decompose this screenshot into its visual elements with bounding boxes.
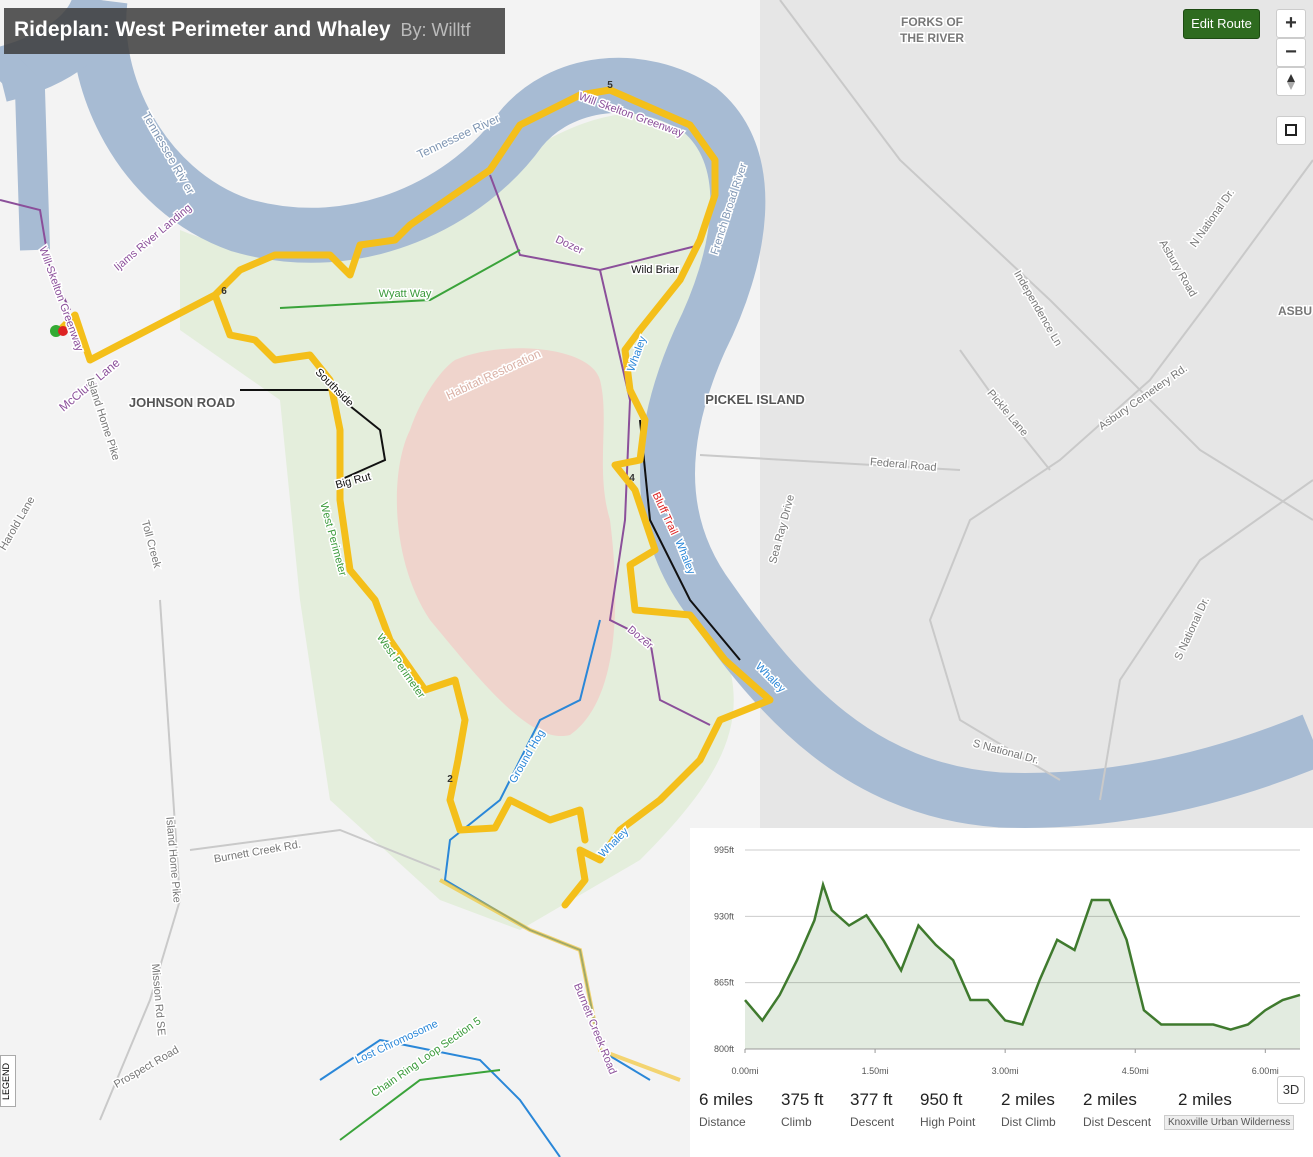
legend-button[interactable]: LEGEND bbox=[0, 1055, 16, 1107]
stats: 6 miles Distance 375 ft Climb 377 ft Descent 9… bbox=[690, 1090, 1313, 1157]
stat: 6 miles Distance bbox=[699, 1090, 753, 1129]
end-marker bbox=[58, 326, 68, 336]
elevation-chart: 800ft 865ft 930ft 995ft 0.00mi 1.50mi 3.00mi 4.… bbox=[714, 845, 1301, 1076]
map-label: Wyatt Way bbox=[379, 288, 432, 300]
y-tick-label: 800ft bbox=[714, 1044, 735, 1054]
x-tick-label: 0.00mi bbox=[731, 1066, 758, 1076]
stat: 2 miles Dist Climb bbox=[1001, 1090, 1056, 1129]
3d-button[interactable]: 3D bbox=[1277, 1076, 1305, 1104]
stat: 375 ft Climb bbox=[781, 1090, 824, 1129]
route-marker: 6 bbox=[221, 286, 227, 297]
stat-label: Distance bbox=[699, 1115, 746, 1129]
stat-label: Knoxville Urban Wilderness bbox=[1164, 1115, 1295, 1130]
header: Rideplan: West Perimeter and Whaley By: W… bbox=[4, 8, 505, 54]
fullscreen-button[interactable] bbox=[1276, 116, 1306, 145]
compass-icon bbox=[1287, 74, 1295, 90]
x-tick-label: 3.00mi bbox=[992, 1066, 1019, 1076]
x-tick-label: 4.50mi bbox=[1122, 1066, 1149, 1076]
restoration-area bbox=[396, 348, 616, 737]
y-tick-label: 995ft bbox=[714, 845, 735, 855]
stat-label: High Point bbox=[920, 1115, 976, 1129]
reset-north-button[interactable] bbox=[1276, 67, 1306, 96]
stat-value: 6 miles bbox=[699, 1090, 753, 1109]
y-tick-label: 865ft bbox=[714, 978, 735, 988]
stat-value: 377 ft bbox=[850, 1090, 893, 1109]
stat-label: Dist Descent bbox=[1083, 1115, 1152, 1129]
map-label: FORKS OF bbox=[901, 15, 963, 29]
map-label: THE RIVER bbox=[900, 31, 964, 45]
x-tick-label: 6.00mi bbox=[1252, 1066, 1279, 1076]
title: Rideplan: West Perimeter and Whaley bbox=[14, 18, 391, 41]
stat-value: 2 miles bbox=[1178, 1090, 1232, 1109]
stat: 2 miles Dist Descent bbox=[1083, 1090, 1151, 1129]
river bbox=[71, 0, 1313, 828]
stat: 2 miles Knoxville Urban Wilderness bbox=[1164, 1090, 1295, 1130]
route-marker: 4 bbox=[629, 473, 635, 484]
stat: 377 ft Descent bbox=[850, 1090, 894, 1129]
edit-route-button[interactable]: Edit Route bbox=[1183, 9, 1260, 39]
route-marker: 5 bbox=[607, 80, 613, 91]
map-label: ASBU bbox=[1278, 304, 1312, 318]
map-label: PICKEL ISLAND bbox=[705, 392, 804, 407]
stat-label: Dist Climb bbox=[1001, 1115, 1056, 1129]
connector-route bbox=[439, 878, 681, 1082]
stat-value: 375 ft bbox=[781, 1090, 824, 1109]
fullscreen-icon bbox=[1285, 124, 1297, 136]
route-line bbox=[56, 86, 774, 909]
river-inlet bbox=[0, 49, 50, 251]
stat-label: Climb bbox=[781, 1115, 812, 1129]
stat-value: 950 ft bbox=[920, 1090, 963, 1109]
x-tick-label: 1.50mi bbox=[862, 1066, 889, 1076]
y-tick-label: 930ft bbox=[714, 911, 735, 921]
map-label: Wild Briar bbox=[631, 264, 679, 276]
author: By: Willtf bbox=[400, 20, 471, 40]
elevation-panel bbox=[690, 828, 1313, 1157]
stat-value: 2 miles bbox=[1083, 1090, 1137, 1109]
stat-label: Descent bbox=[850, 1115, 895, 1129]
zoom-in-button[interactable]: + bbox=[1276, 9, 1306, 38]
zoom-out-button[interactable]: − bbox=[1276, 38, 1306, 67]
elevation-area bbox=[745, 884, 1300, 1049]
stat-value: 2 miles bbox=[1001, 1090, 1055, 1109]
elevation-line bbox=[744, 880, 1301, 1031]
route-line bbox=[211, 291, 589, 844]
map-label: JOHNSON ROAD bbox=[129, 395, 235, 410]
route-marker: 2 bbox=[447, 774, 453, 785]
stat: 950 ft High Point bbox=[920, 1090, 975, 1129]
urban-area bbox=[760, 0, 1313, 830]
